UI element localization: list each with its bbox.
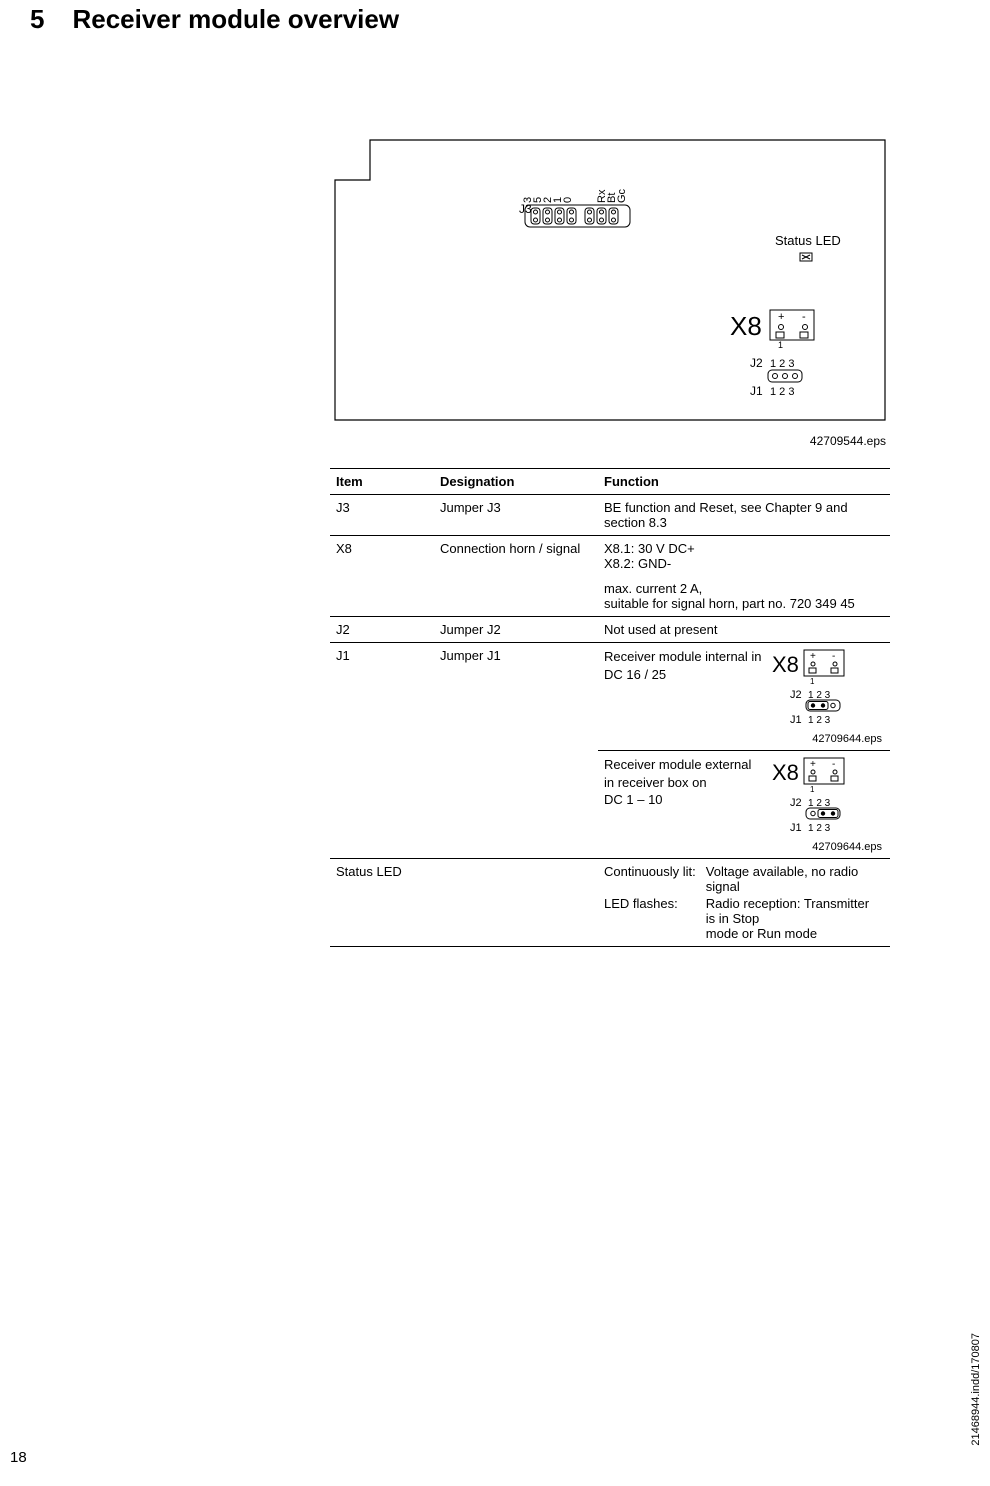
svg-text:+: + bbox=[778, 311, 784, 323]
svg-text:Status LED: Status LED bbox=[775, 233, 841, 248]
cell-function: BE function and Reset, see Chapter 9 and… bbox=[598, 495, 890, 536]
table-row: X8 Connection horn / signal X8.1: 30 V D… bbox=[330, 536, 890, 617]
section-title: Receiver module overview bbox=[72, 4, 399, 35]
mini-caption-a: 42709644.eps bbox=[772, 733, 882, 745]
svg-text:J2: J2 bbox=[790, 797, 802, 809]
status-val-1: Voltage available, no radio signal bbox=[706, 864, 882, 894]
header-item: Item bbox=[330, 469, 434, 495]
x8-line1: X8.1: 30 V DC+ bbox=[604, 541, 882, 556]
table-row: J1 Jumper J1 Receiver module internal in… bbox=[330, 643, 890, 751]
svg-text:J2: J2 bbox=[790, 689, 802, 701]
j1b-line1: Receiver module external bbox=[604, 756, 762, 774]
cell-function: Continuously lit: Voltage available, no … bbox=[598, 859, 890, 947]
j1a-line2: DC 16 / 25 bbox=[604, 666, 762, 684]
header-function: Function bbox=[598, 469, 890, 495]
svg-text:1 2 3: 1 2 3 bbox=[808, 798, 831, 809]
svg-text:1: 1 bbox=[810, 785, 815, 794]
svg-text:X8: X8 bbox=[772, 760, 799, 785]
svg-text:J1: J1 bbox=[750, 384, 763, 398]
x8-line3: max. current 2 A, bbox=[604, 581, 882, 596]
section-number: 5 bbox=[30, 4, 44, 35]
svg-text:J1: J1 bbox=[790, 822, 802, 834]
j1b-line3: DC 1 – 10 bbox=[604, 791, 762, 809]
cell-designation: Jumper J3 bbox=[434, 495, 598, 536]
cell-designation: Jumper J1 bbox=[434, 643, 598, 859]
svg-text:1 2 3: 1 2 3 bbox=[770, 386, 794, 398]
cell-item: Status LED bbox=[330, 859, 434, 947]
svg-text:0: 0 bbox=[562, 197, 574, 203]
svg-text:1 2 3: 1 2 3 bbox=[770, 358, 794, 370]
main-diagram-caption: 42709544.eps bbox=[330, 434, 886, 448]
svg-text:1: 1 bbox=[810, 677, 815, 686]
table-row: Status LED Continuously lit: Voltage ava… bbox=[330, 859, 890, 947]
svg-text:X8: X8 bbox=[772, 652, 799, 677]
mini-diagram-b: X8 + - 1 J2 1 2 3 bbox=[772, 756, 882, 853]
cell-item: X8 bbox=[330, 536, 434, 617]
page: 5 Receiver module overview 5 Rx Bt Gc 2 … bbox=[0, 0, 990, 1486]
side-note: 21468944.indd/170807 bbox=[970, 1333, 982, 1446]
svg-text:1: 1 bbox=[778, 340, 783, 350]
svg-text:1 2 3: 1 2 3 bbox=[808, 690, 831, 701]
cell-function: X8.1: 30 V DC+ X8.2: GND- max. current 2… bbox=[598, 536, 890, 617]
cell-function: Not used at present bbox=[598, 617, 890, 643]
svg-text:1 2 3: 1 2 3 bbox=[808, 715, 831, 726]
mini-caption-b: 42709644.eps bbox=[772, 841, 882, 853]
svg-text:+: + bbox=[810, 651, 816, 662]
status-key-1: Continuously lit: bbox=[604, 864, 696, 894]
mini-diagram-a: X8 + - 1 J2 1 2 3 bbox=[772, 648, 882, 745]
svg-text:-: - bbox=[802, 311, 806, 323]
table-row: J2 Jumper J2 Not used at present bbox=[330, 617, 890, 643]
x8-line4: suitable for signal horn, part no. 720 3… bbox=[604, 596, 882, 611]
section-heading: 5 Receiver module overview bbox=[30, 0, 940, 35]
svg-text:-: - bbox=[832, 651, 835, 662]
cell-function: Receiver module external in receiver box… bbox=[598, 751, 890, 859]
cell-designation: Jumper J2 bbox=[434, 617, 598, 643]
svg-text:-: - bbox=[832, 759, 835, 770]
header-designation: Designation bbox=[434, 469, 598, 495]
page-number: 18 bbox=[10, 1449, 27, 1466]
status-val-2b: mode or Run mode bbox=[706, 926, 882, 941]
j1b-line2: in receiver box on bbox=[604, 774, 762, 792]
j1a-line1: Receiver module internal in bbox=[604, 648, 762, 666]
svg-text:1 2 3: 1 2 3 bbox=[808, 823, 831, 834]
cell-item: J1 bbox=[330, 643, 434, 859]
main-diagram: 5 Rx Bt Gc 2 1 0 J3 3 bbox=[330, 135, 890, 448]
table-header-row: Item Designation Function bbox=[330, 469, 890, 495]
svg-text:+: + bbox=[810, 759, 816, 770]
cell-designation: Connection horn / signal bbox=[434, 536, 598, 617]
svg-text:3: 3 bbox=[522, 197, 534, 203]
status-val-2a: Radio reception: Transmitter is in Stop bbox=[706, 896, 882, 926]
cell-function: Receiver module internal in DC 16 / 25 X… bbox=[598, 643, 890, 751]
status-key-2: LED flashes: bbox=[604, 896, 696, 941]
svg-text:J1: J1 bbox=[790, 714, 802, 726]
svg-text:X8: X8 bbox=[730, 311, 762, 341]
x8-line2: X8.2: GND- bbox=[604, 556, 882, 571]
svg-text:J2: J2 bbox=[750, 356, 763, 370]
cell-designation bbox=[434, 859, 598, 947]
cell-item: J2 bbox=[330, 617, 434, 643]
svg-text:Gc: Gc bbox=[616, 188, 628, 203]
cell-item: J3 bbox=[330, 495, 434, 536]
table-row: J3 Jumper J3 BE function and Reset, see … bbox=[330, 495, 890, 536]
spec-table: Item Designation Function J3 Jumper J3 B… bbox=[330, 468, 890, 947]
